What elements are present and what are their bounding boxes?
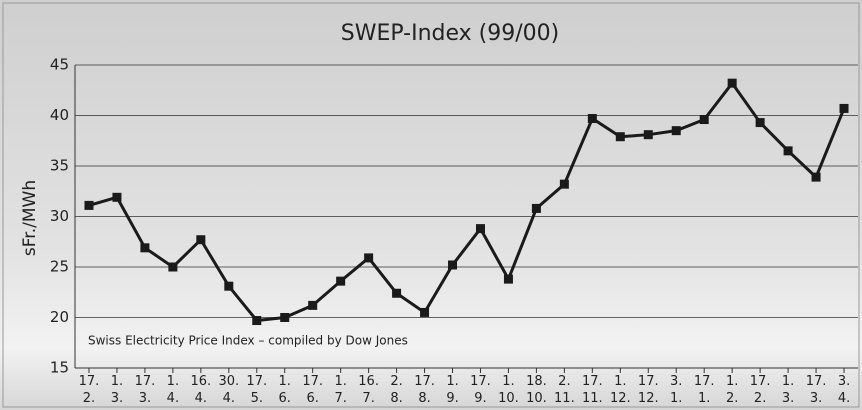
- marker: [364, 253, 373, 262]
- marker: [840, 104, 849, 113]
- chart-title: SWEP-Index (99/00): [341, 21, 559, 46]
- y-tick-label: 40: [50, 106, 69, 124]
- marker: [420, 308, 429, 317]
- marker: [504, 275, 513, 284]
- background: [0, 0, 862, 410]
- y-tick-label: 30: [50, 207, 69, 225]
- marker: [392, 289, 401, 298]
- marker: [336, 277, 345, 286]
- page: {"chart_data": {"type": "line", "title":…: [0, 0, 862, 410]
- marker: [140, 243, 149, 252]
- marker: [252, 316, 261, 325]
- marker: [112, 193, 121, 202]
- marker: [168, 263, 177, 272]
- marker: [672, 126, 681, 135]
- y-tick-label: 25: [50, 258, 69, 276]
- marker: [532, 204, 541, 213]
- marker: [588, 114, 597, 123]
- marker: [308, 301, 317, 310]
- y-tick-label: 45: [50, 56, 69, 74]
- marker: [756, 118, 765, 127]
- marker: [700, 115, 709, 124]
- y-tick-label: 35: [50, 157, 69, 175]
- marker: [280, 313, 289, 322]
- marker: [644, 130, 653, 139]
- y-axis-label: sFr./MWh: [20, 180, 40, 256]
- marker: [560, 180, 569, 189]
- marker: [616, 132, 625, 141]
- y-tick-label: 20: [50, 308, 69, 326]
- chart: SWEP-Index (99/00) sFr./MWh Swiss Electr…: [0, 0, 862, 410]
- marker: [476, 224, 485, 233]
- marker: [812, 173, 821, 182]
- y-tick-label: 15: [50, 359, 69, 377]
- marker: [784, 146, 793, 155]
- marker: [196, 235, 205, 244]
- marker: [224, 282, 233, 291]
- annotation: Swiss Electricity Price Index – compiled…: [88, 334, 408, 348]
- marker: [84, 201, 93, 210]
- marker: [728, 79, 737, 88]
- marker: [448, 260, 457, 269]
